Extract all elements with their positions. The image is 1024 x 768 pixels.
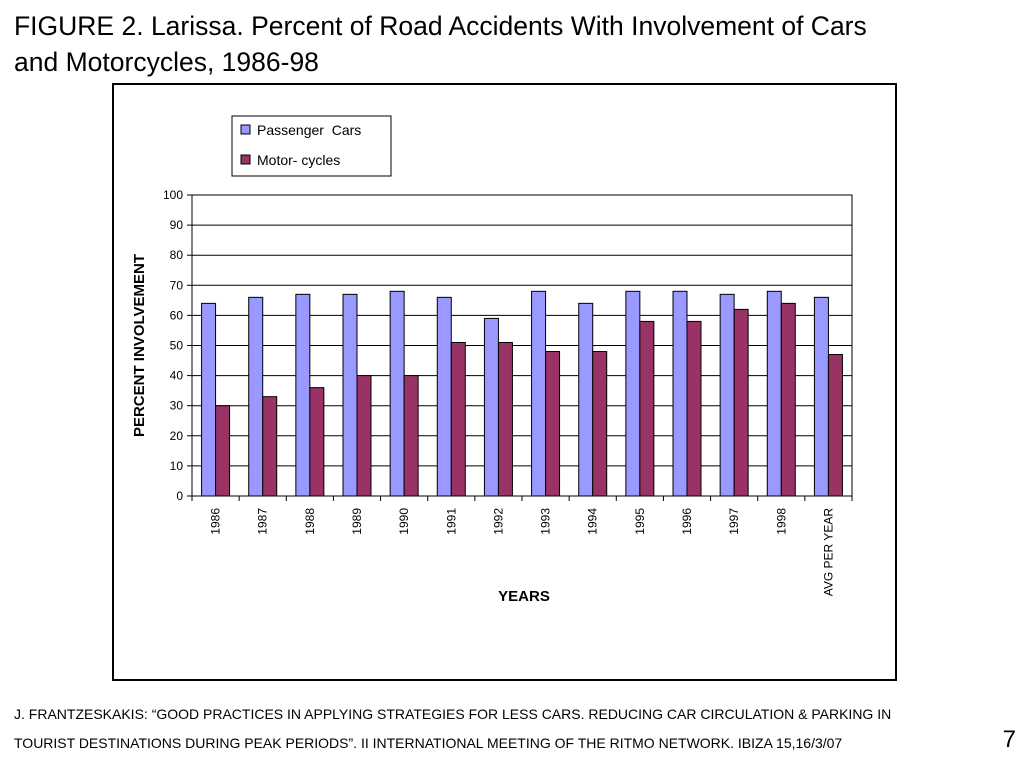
y-tick-label: 50 [170,339,184,353]
bar-motorcycles [450,341,466,497]
x-tick-label: 1989 [350,508,364,535]
y-tick-label: 10 [170,459,184,473]
x-tick-label: 1995 [633,508,647,535]
bar-passenger-cars [436,296,452,497]
bar-motorcycles [545,351,561,497]
y-tick-label: 0 [176,489,183,503]
bar-motorcycles [733,308,749,497]
y-axis-title: PERCENT INVOLVEMENT [131,254,148,437]
legend-label: Motor- cycles [257,152,340,168]
bar-motorcycles [780,302,796,497]
x-tick-label: 1994 [586,508,600,535]
y-tick-label: 30 [170,399,184,413]
y-tick-label: 70 [170,278,184,292]
x-tick-label: 1993 [539,508,553,535]
bar-motorcycles [309,387,325,497]
legend-swatch [240,154,251,165]
y-tick-label: 80 [170,248,184,262]
bar-passenger-cars [766,290,782,497]
x-tick-label: 1992 [491,508,505,535]
footer-citation-line-2: TOURIST DESTINATIONS DURING PEAK PERIODS… [14,735,843,751]
bar-passenger-cars [342,293,358,497]
bar-motorcycles [497,341,513,497]
bar-passenger-cars [672,290,688,497]
x-tick-label: 1997 [727,508,741,535]
y-tick-label: 100 [163,188,183,202]
legend-box [231,115,392,177]
bar-motorcycles [403,375,419,497]
footer-citation-line-1: J. FRANTZESKAKIS: “GOOD PRACTICES IN APP… [14,706,892,722]
bar-passenger-cars [201,302,217,497]
bar-passenger-cars [578,302,594,497]
title-line-2: and Motorcycles, 1986-98 [14,47,319,77]
x-tick-label: AVG PER YEAR [821,508,835,597]
title-line-1: FIGURE 2. Larissa. Percent of Road Accid… [14,11,867,41]
bar-passenger-cars [248,296,264,497]
bar-motorcycles [639,320,655,497]
chart-frame: 0 10 20 30 40 50 60 70 80 90 100 1986 1987 1988 1989 19… [112,83,897,681]
x-tick-label: 1990 [397,508,411,535]
bar-passenger-cars [389,290,405,497]
x-tick-label: 1987 [256,508,270,535]
bar-passenger-cars [483,317,499,497]
slide-title: FIGURE 2. Larissa. Percent of Road Accid… [14,8,1004,80]
legend-swatch [240,124,251,135]
x-tick-label: 1988 [303,508,317,535]
bar-motorcycles [592,351,608,497]
bar-motorcycles [262,396,278,497]
x-axis-title: YEARS [498,588,550,605]
x-tick-label: 1998 [774,508,788,535]
x-tick-label: 1991 [444,508,458,535]
bar-passenger-cars [531,290,547,497]
y-tick-label: 40 [170,369,184,383]
legend-label: Passenger Cars [257,122,361,138]
bar-motorcycles [686,320,702,497]
y-tick-label: 20 [170,429,184,443]
bar-motorcycles [215,405,231,497]
bar-motorcycles [356,375,372,497]
bar-passenger-cars [813,296,829,497]
x-tick-label: 1996 [680,508,694,535]
bar-passenger-cars [719,293,735,497]
bar-chart: 0 10 20 30 40 50 60 70 80 90 100 1986 1987 1988 1989 19… [131,115,853,605]
bar-motorcycles [827,354,843,497]
bar-passenger-cars [625,290,641,497]
y-tick-label: 90 [170,218,184,232]
y-tick-label: 60 [170,308,184,322]
x-tick-label: 1986 [209,508,223,535]
bar-passenger-cars [295,293,311,497]
page-number: 7 [1002,726,1016,753]
